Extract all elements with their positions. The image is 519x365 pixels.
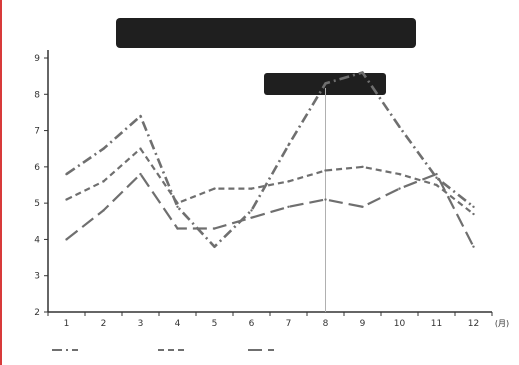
x-axis-ticks: 1 2 3 4 5 6 7 8 9 10 11 12 (月) <box>47 312 509 329</box>
series-2-point <box>250 187 253 190</box>
series-2-point <box>102 180 105 183</box>
y-axis-ticks: 2 3 4 5 6 7 8 9 <box>34 54 48 318</box>
y-tick-label: 4 <box>34 235 40 245</box>
x-axis-unit: (月) <box>495 319 509 328</box>
series-2-point <box>324 169 327 172</box>
series-line-3 <box>65 173 475 248</box>
series-1-point <box>139 114 142 118</box>
series-2-point <box>398 172 401 176</box>
series-1-point <box>472 205 475 208</box>
series-layer <box>65 71 475 248</box>
series-2-point <box>472 212 475 216</box>
series-1-point <box>361 71 364 74</box>
x-tick-label: 2 <box>101 319 107 329</box>
y-tick-label: 3 <box>34 272 40 282</box>
series-2-point <box>65 198 68 201</box>
y-tick-label: 8 <box>34 90 40 100</box>
x-tick-label: 4 <box>175 319 181 329</box>
series-2-point <box>213 187 216 190</box>
series-line-1 <box>65 71 475 248</box>
series-1-point <box>102 147 105 150</box>
series-1-point <box>250 209 253 212</box>
series-3-point <box>139 172 142 176</box>
title-banner <box>116 18 416 48</box>
series-1-point <box>435 176 438 179</box>
x-tick-label: 5 <box>212 319 218 329</box>
x-tick-label: 3 <box>138 319 144 329</box>
series-2-point <box>287 180 290 183</box>
left-edge-accent <box>0 0 2 365</box>
series-2-point <box>139 147 142 150</box>
series-3-point <box>176 227 179 230</box>
y-tick-label: 5 <box>34 199 40 209</box>
x-tick-label: 12 <box>468 319 479 329</box>
series-1-point <box>176 205 179 208</box>
y-tick-label: 9 <box>34 54 40 64</box>
series-1-point <box>398 125 401 129</box>
x-tick-label: 11 <box>431 319 442 329</box>
series-3-point <box>398 187 401 190</box>
series-1-point <box>65 172 68 176</box>
series-3-point <box>250 216 253 219</box>
series-3-point <box>435 172 438 176</box>
x-tick-label: 9 <box>360 319 366 329</box>
x-tick-label: 6 <box>249 319 255 329</box>
x-tick-label: 7 <box>286 319 292 329</box>
series-1-point <box>324 82 327 85</box>
x-tick-label: 10 <box>394 319 406 329</box>
series-3-point <box>287 205 290 208</box>
series-2-point <box>435 183 438 187</box>
y-tick-label: 7 <box>34 127 40 137</box>
series-3-point <box>472 245 475 248</box>
series-2-point <box>361 165 364 169</box>
title-background <box>116 18 416 48</box>
series-3-point <box>324 198 327 201</box>
series-3-point <box>102 209 105 212</box>
series-1-point <box>287 143 290 147</box>
series-2-point <box>176 201 179 205</box>
y-tick-label: 2 <box>34 308 40 318</box>
series-3-point <box>213 227 216 230</box>
series-3-point <box>361 205 364 208</box>
x-tick-label: 1 <box>64 319 70 329</box>
y-tick-label: 6 <box>34 163 40 173</box>
series-3-point <box>65 238 68 241</box>
series-1-point <box>213 245 216 248</box>
x-tick-label: 8 <box>323 319 329 329</box>
series-line-2 <box>66 147 475 215</box>
